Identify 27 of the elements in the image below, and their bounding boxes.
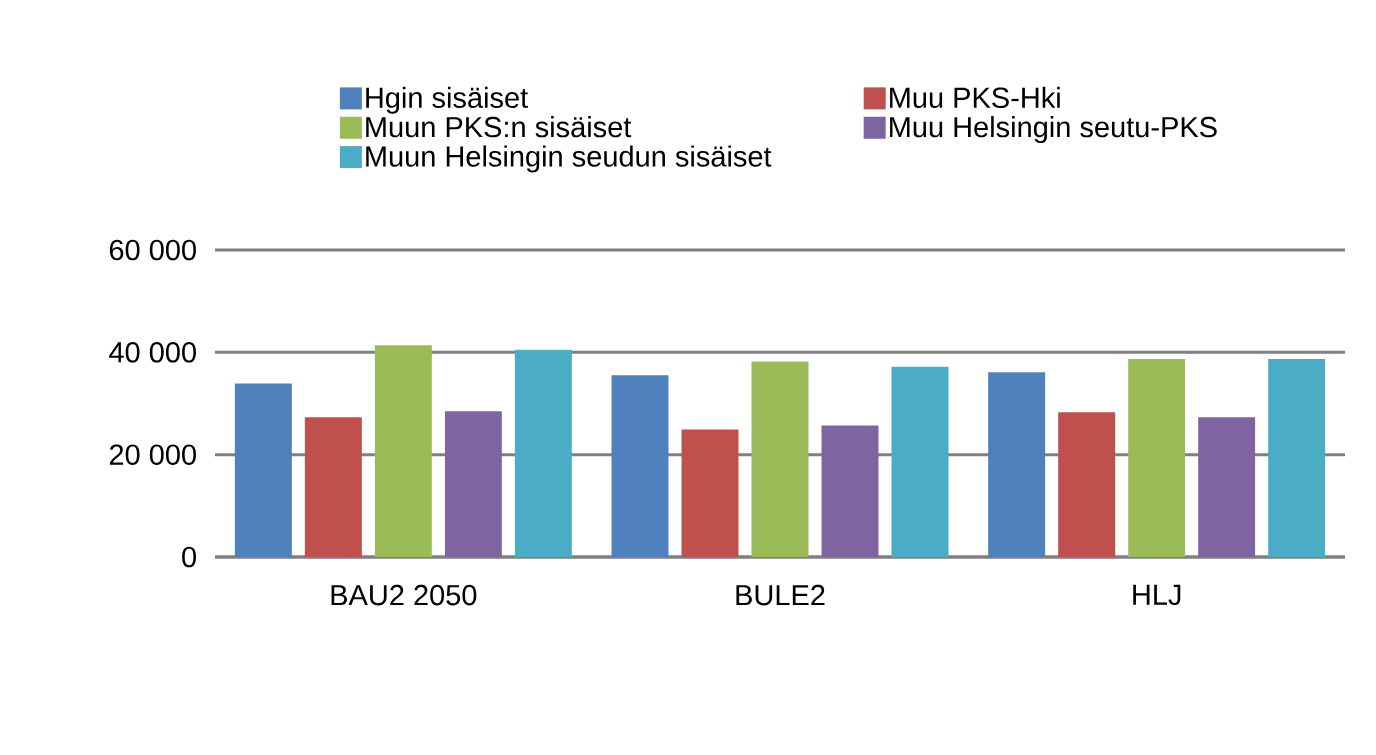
bar xyxy=(234,383,292,557)
legend-label: Muu Helsingin seutu-PKS xyxy=(890,116,1217,144)
y-tick-label: 0 xyxy=(182,546,196,568)
bar xyxy=(374,345,432,557)
legend-label: Muun PKS:n sisäiset xyxy=(366,116,632,138)
bar xyxy=(681,429,739,557)
bar xyxy=(304,417,362,557)
bar xyxy=(1268,358,1326,557)
x-tick-label: BULE2 xyxy=(736,584,825,606)
bar xyxy=(1058,412,1116,557)
bar xyxy=(821,425,879,557)
legend-label: Muu PKS-Hki xyxy=(890,86,1060,108)
x-tick-label: BAU2 2050 xyxy=(331,584,477,606)
legend-label: Hgin sisäiset xyxy=(366,86,528,114)
x-tick-label: HLJ xyxy=(1133,584,1181,606)
legend-label: Muun Helsingin seudun sisäiset xyxy=(366,145,772,173)
y-tick-label: 60 000 xyxy=(109,239,196,261)
bar xyxy=(751,361,809,557)
y-tick-label: 20 000 xyxy=(109,444,196,465)
y-tick-label: 40 000 xyxy=(109,342,196,363)
bar xyxy=(891,366,949,557)
bar xyxy=(1128,358,1186,557)
bar xyxy=(611,375,669,557)
bar xyxy=(988,372,1046,557)
bar xyxy=(1198,417,1256,557)
bar xyxy=(444,411,502,557)
bar xyxy=(514,349,572,557)
